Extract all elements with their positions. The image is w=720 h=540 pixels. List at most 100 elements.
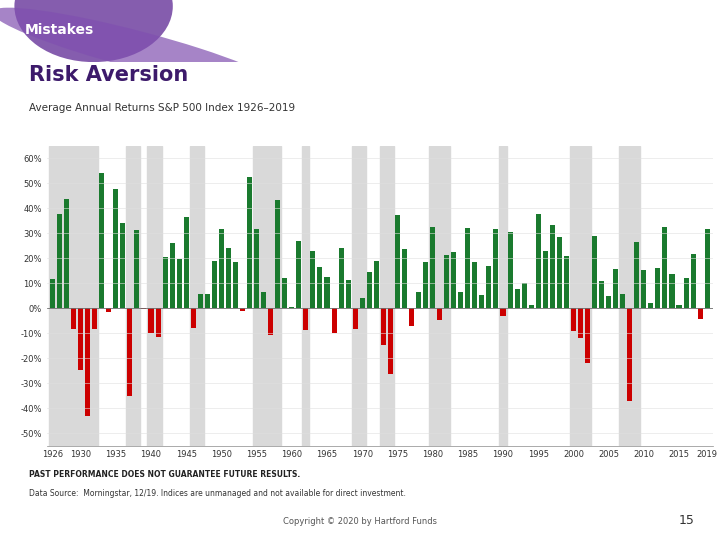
Bar — [325, 277, 330, 308]
Bar — [219, 229, 224, 308]
Bar — [655, 268, 660, 308]
Bar — [429, 146, 450, 446]
Bar — [500, 146, 507, 446]
Bar — [430, 227, 435, 308]
Bar — [85, 308, 90, 416]
Bar — [578, 308, 583, 338]
Bar — [416, 292, 421, 308]
Bar — [451, 252, 456, 308]
Bar — [191, 308, 196, 328]
Bar — [662, 227, 667, 308]
Bar — [642, 271, 647, 308]
Bar — [458, 292, 463, 308]
Bar — [705, 230, 710, 308]
Bar — [126, 146, 140, 446]
Bar — [690, 254, 696, 308]
Bar — [627, 308, 632, 401]
Bar — [338, 248, 343, 308]
Bar — [550, 225, 555, 308]
Bar — [212, 261, 217, 308]
Bar — [557, 237, 562, 308]
Bar — [465, 228, 470, 308]
Bar — [351, 146, 366, 446]
Bar — [92, 308, 97, 329]
Bar — [120, 224, 125, 308]
Bar — [297, 241, 302, 308]
Bar — [670, 274, 675, 308]
Bar — [176, 259, 181, 308]
Bar — [619, 146, 640, 446]
Bar — [156, 308, 161, 337]
Bar — [99, 173, 104, 308]
Bar — [360, 298, 365, 308]
Bar — [148, 308, 153, 333]
Bar — [599, 281, 604, 308]
Bar — [303, 308, 308, 330]
Bar — [564, 255, 569, 308]
Bar — [379, 146, 394, 446]
Bar — [310, 251, 315, 308]
Bar — [444, 255, 449, 308]
Bar — [141, 308, 146, 309]
Bar — [374, 261, 379, 308]
Bar — [282, 278, 287, 308]
Bar — [189, 146, 204, 446]
Bar — [508, 232, 513, 308]
Bar — [409, 308, 414, 326]
Bar — [515, 289, 520, 308]
Bar — [302, 146, 310, 446]
Bar — [423, 262, 428, 308]
Bar — [113, 189, 118, 308]
Bar — [634, 242, 639, 308]
Text: Average Annual Returns S&P 500 Index 1926–2019: Average Annual Returns S&P 500 Index 192… — [29, 103, 295, 113]
Bar — [289, 307, 294, 308]
Text: Data Source:  Morningstar, 12/19. Indices are unmanaged and not available for di: Data Source: Morningstar, 12/19. Indices… — [29, 489, 405, 498]
Bar — [571, 308, 576, 331]
Bar — [487, 266, 492, 308]
Bar — [163, 258, 168, 308]
Bar — [268, 308, 273, 335]
Bar — [677, 305, 682, 308]
Text: Mistakes: Mistakes — [25, 23, 94, 37]
Bar — [204, 294, 210, 308]
Bar — [226, 248, 231, 308]
Text: FUNDS: FUNDS — [544, 16, 596, 31]
Ellipse shape — [0, 8, 282, 92]
Text: Copyright © 2020 by Hartford Funds: Copyright © 2020 by Hartford Funds — [283, 517, 437, 526]
Bar — [275, 200, 280, 308]
Ellipse shape — [14, 0, 173, 62]
Bar — [395, 215, 400, 308]
Bar — [135, 231, 140, 308]
Text: 15: 15 — [679, 514, 695, 526]
Bar — [606, 296, 611, 308]
Text: Our benchmark is the investor.®: Our benchmark is the investor.® — [432, 46, 557, 56]
Bar — [318, 267, 323, 308]
Bar — [472, 262, 477, 308]
Bar — [648, 303, 653, 308]
Bar — [521, 283, 526, 308]
Bar — [366, 272, 372, 308]
Text: PAST PERFORMANCE DOES NOT GUARANTEE FUTURE RESULTS.: PAST PERFORMANCE DOES NOT GUARANTEE FUTU… — [29, 470, 300, 479]
Bar — [254, 229, 259, 308]
Bar — [353, 308, 358, 329]
Bar — [247, 177, 252, 308]
Bar — [198, 294, 203, 308]
Bar — [57, 214, 62, 308]
Bar — [585, 308, 590, 363]
Bar — [170, 244, 175, 308]
Text: HARTFORD: HARTFORD — [432, 16, 526, 31]
Bar — [71, 308, 76, 329]
Bar — [500, 308, 505, 316]
Bar — [107, 308, 112, 312]
Bar — [253, 146, 282, 446]
Bar — [78, 308, 83, 370]
Bar — [493, 230, 498, 308]
Bar — [240, 308, 245, 310]
Bar — [613, 269, 618, 308]
Bar — [388, 308, 393, 374]
Bar — [536, 214, 541, 308]
Bar — [184, 217, 189, 308]
Bar — [620, 294, 625, 308]
Bar — [402, 249, 407, 308]
Bar — [49, 146, 98, 446]
